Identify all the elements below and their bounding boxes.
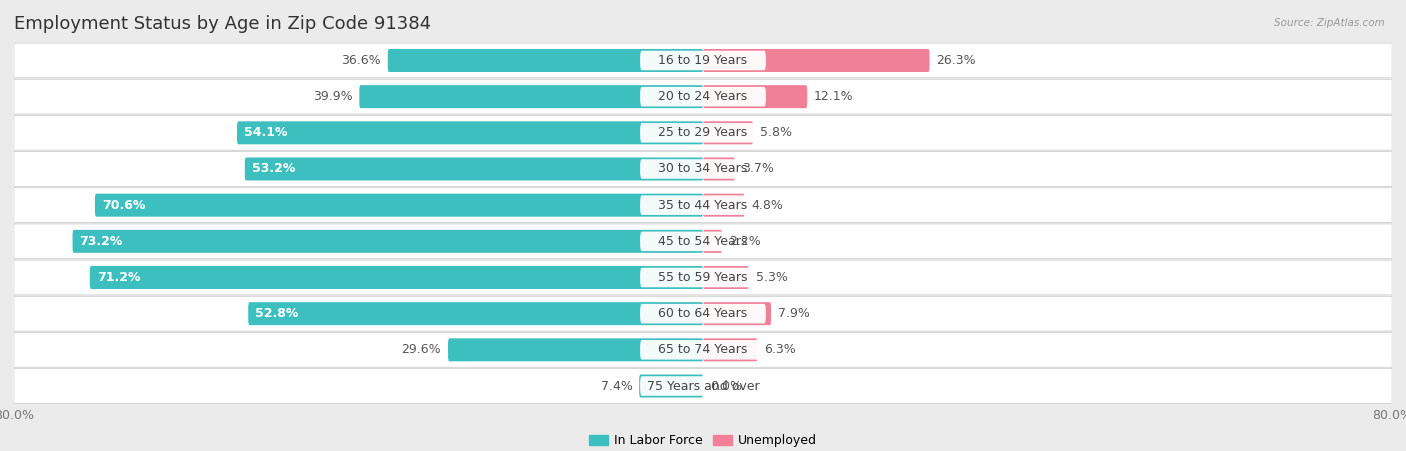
FancyBboxPatch shape <box>640 195 766 215</box>
Legend: In Labor Force, Unemployed: In Labor Force, Unemployed <box>589 434 817 447</box>
Text: 35 to 44 Years: 35 to 44 Years <box>658 198 748 212</box>
FancyBboxPatch shape <box>245 157 703 180</box>
FancyBboxPatch shape <box>449 338 703 361</box>
Text: 52.8%: 52.8% <box>256 307 298 320</box>
FancyBboxPatch shape <box>14 79 1392 114</box>
FancyBboxPatch shape <box>14 224 1392 259</box>
Text: 29.6%: 29.6% <box>402 343 441 356</box>
Text: 45 to 54 Years: 45 to 54 Years <box>658 235 748 248</box>
Text: 16 to 19 Years: 16 to 19 Years <box>658 54 748 67</box>
FancyBboxPatch shape <box>703 49 929 72</box>
Text: 0.0%: 0.0% <box>710 379 742 392</box>
FancyBboxPatch shape <box>640 159 766 179</box>
FancyBboxPatch shape <box>703 85 807 108</box>
FancyBboxPatch shape <box>73 230 703 253</box>
Text: 71.2%: 71.2% <box>97 271 141 284</box>
FancyBboxPatch shape <box>14 296 1392 331</box>
Text: 3.7%: 3.7% <box>742 162 773 175</box>
Text: 53.2%: 53.2% <box>252 162 295 175</box>
Text: 2.2%: 2.2% <box>728 235 761 248</box>
Text: 6.3%: 6.3% <box>763 343 796 356</box>
FancyBboxPatch shape <box>640 231 766 251</box>
FancyBboxPatch shape <box>703 193 744 216</box>
Text: 20 to 24 Years: 20 to 24 Years <box>658 90 748 103</box>
Text: 70.6%: 70.6% <box>101 198 145 212</box>
FancyBboxPatch shape <box>703 266 749 289</box>
FancyBboxPatch shape <box>14 368 1392 403</box>
FancyBboxPatch shape <box>360 85 703 108</box>
Text: 55 to 59 Years: 55 to 59 Years <box>658 271 748 284</box>
FancyBboxPatch shape <box>249 302 703 325</box>
Text: 12.1%: 12.1% <box>814 90 853 103</box>
Text: 5.3%: 5.3% <box>755 271 787 284</box>
FancyBboxPatch shape <box>96 193 703 216</box>
Text: 54.1%: 54.1% <box>245 126 287 139</box>
FancyBboxPatch shape <box>640 376 766 396</box>
Text: 39.9%: 39.9% <box>314 90 353 103</box>
FancyBboxPatch shape <box>14 115 1392 150</box>
FancyBboxPatch shape <box>14 260 1392 295</box>
FancyBboxPatch shape <box>703 230 723 253</box>
FancyBboxPatch shape <box>14 332 1392 367</box>
Text: 30 to 34 Years: 30 to 34 Years <box>658 162 748 175</box>
FancyBboxPatch shape <box>640 268 766 287</box>
Text: Employment Status by Age in Zip Code 91384: Employment Status by Age in Zip Code 913… <box>14 15 432 33</box>
FancyBboxPatch shape <box>703 302 770 325</box>
FancyBboxPatch shape <box>703 338 758 361</box>
Text: 7.4%: 7.4% <box>600 379 633 392</box>
Text: 60 to 64 Years: 60 to 64 Years <box>658 307 748 320</box>
Text: 25 to 29 Years: 25 to 29 Years <box>658 126 748 139</box>
Text: 5.8%: 5.8% <box>759 126 792 139</box>
FancyBboxPatch shape <box>640 304 766 323</box>
FancyBboxPatch shape <box>640 340 766 359</box>
FancyBboxPatch shape <box>238 121 703 144</box>
Text: 73.2%: 73.2% <box>80 235 122 248</box>
FancyBboxPatch shape <box>14 152 1392 186</box>
FancyBboxPatch shape <box>640 374 703 397</box>
FancyBboxPatch shape <box>640 51 766 70</box>
Text: 4.8%: 4.8% <box>751 198 783 212</box>
FancyBboxPatch shape <box>703 121 754 144</box>
FancyBboxPatch shape <box>14 43 1392 78</box>
FancyBboxPatch shape <box>640 123 766 143</box>
Text: 75 Years and over: 75 Years and over <box>647 379 759 392</box>
FancyBboxPatch shape <box>14 188 1392 222</box>
Text: Source: ZipAtlas.com: Source: ZipAtlas.com <box>1274 18 1385 28</box>
Text: 65 to 74 Years: 65 to 74 Years <box>658 343 748 356</box>
Text: 26.3%: 26.3% <box>936 54 976 67</box>
FancyBboxPatch shape <box>703 157 735 180</box>
FancyBboxPatch shape <box>640 87 766 106</box>
FancyBboxPatch shape <box>388 49 703 72</box>
FancyBboxPatch shape <box>90 266 703 289</box>
Text: 7.9%: 7.9% <box>778 307 810 320</box>
Text: 36.6%: 36.6% <box>342 54 381 67</box>
